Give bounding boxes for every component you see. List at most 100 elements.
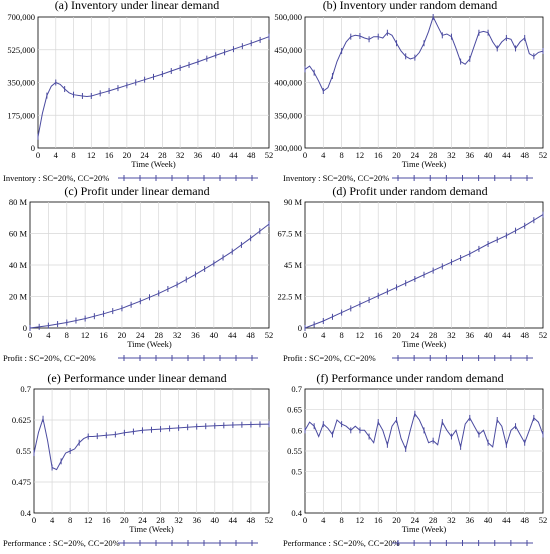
x-tick-label: 20 xyxy=(123,150,132,160)
x-tick-label: 20 xyxy=(392,515,401,525)
x-tick-label: 16 xyxy=(374,330,383,340)
x-axis-label: Time (Week) xyxy=(129,524,174,534)
x-tick-label: 12 xyxy=(81,330,90,340)
y-tick-label: 0 xyxy=(31,143,35,153)
x-tick-label: 52 xyxy=(265,330,274,340)
x-tick-label: 8 xyxy=(339,515,343,525)
y-tick-label: 40 M xyxy=(9,260,28,270)
y-tick-label: 400,000 xyxy=(274,78,302,88)
y-tick-label: 0.55 xyxy=(287,446,302,456)
x-tick-label: 12 xyxy=(356,150,365,160)
x-tick-label: 24 xyxy=(411,150,420,160)
y-tick-label: 0.65 xyxy=(287,405,302,415)
x-tick-label: 40 xyxy=(484,150,493,160)
y-tick-label: 0.5 xyxy=(291,467,302,477)
y-tick-label: 175,000 xyxy=(7,110,35,120)
x-tick-label: 24 xyxy=(411,515,420,525)
x-tick-label: 0 xyxy=(36,150,40,160)
x-tick-label: 32 xyxy=(447,515,456,525)
x-tick-label: 40 xyxy=(211,150,220,160)
y-tick-label: 350,000 xyxy=(274,110,302,120)
x-tick-label: 48 xyxy=(520,150,529,160)
y-tick-label: 300,000 xyxy=(274,143,302,153)
series-line xyxy=(37,36,270,137)
y-tick-label: 0.4 xyxy=(291,508,302,518)
chart-title: (f) Performance under random demand xyxy=(316,371,503,385)
x-tick-label: 52 xyxy=(539,330,548,340)
x-axis-label: Time (Week) xyxy=(127,339,172,349)
x-tick-label: 40 xyxy=(484,330,493,340)
y-tick-label: 0.625 xyxy=(12,415,31,425)
x-tick-label: 4 xyxy=(54,150,59,160)
y-tick-label: 0.7 xyxy=(291,384,302,394)
x-tick-label: 52 xyxy=(265,150,274,160)
x-tick-label: 40 xyxy=(211,515,220,525)
x-tick-label: 44 xyxy=(228,330,237,340)
legend-label: Inventory : SC=20%, CC=20% xyxy=(283,173,389,183)
x-tick-label: 36 xyxy=(191,330,200,340)
x-tick-label: 8 xyxy=(65,330,69,340)
x-tick-label: 20 xyxy=(392,150,401,160)
y-tick-label: 350,000 xyxy=(7,78,35,88)
x-tick-label: 28 xyxy=(429,330,438,340)
y-tick-label: 525,000 xyxy=(7,45,35,55)
x-tick-label: 36 xyxy=(192,515,201,525)
x-tick-label: 12 xyxy=(356,330,365,340)
chart-title: (e) Performance under linear demand xyxy=(47,371,226,385)
chart-title: (c) Profit under linear demand xyxy=(64,184,209,198)
legend-label: Performance : SC=20%, CC=20% xyxy=(3,538,120,548)
chart-title: (d) Profit under random demand xyxy=(332,184,487,198)
x-tick-label: 16 xyxy=(374,515,383,525)
x-tick-label: 48 xyxy=(520,330,529,340)
y-tick-label: 22.5 M xyxy=(277,292,302,302)
x-tick-label: 16 xyxy=(99,330,108,340)
x-tick-label: 4 xyxy=(321,330,326,340)
x-tick-label: 32 xyxy=(447,330,456,340)
x-tick-label: 44 xyxy=(229,150,238,160)
series-line xyxy=(33,416,270,471)
x-tick-label: 48 xyxy=(520,515,529,525)
x-tick-label: 24 xyxy=(140,150,149,160)
x-tick-label: 16 xyxy=(374,150,383,160)
y-tick-label: 0 xyxy=(298,323,302,333)
y-tick-label: 0.55 xyxy=(16,446,31,456)
x-tick-label: 8 xyxy=(339,330,343,340)
x-axis-label: Time (Week) xyxy=(131,159,176,169)
x-tick-label: 20 xyxy=(120,515,129,525)
x-tick-label: 36 xyxy=(466,150,475,160)
legend-label: Profit : SC=20%, CC=20% xyxy=(3,353,96,363)
x-tick-label: 28 xyxy=(429,515,438,525)
legend-label: Inventory : SC=20%, CC=20% xyxy=(3,173,109,183)
x-tick-label: 0 xyxy=(303,515,307,525)
x-tick-label: 48 xyxy=(247,515,256,525)
x-tick-label: 4 xyxy=(321,150,326,160)
x-tick-label: 36 xyxy=(466,515,475,525)
x-tick-label: 52 xyxy=(539,515,548,525)
x-tick-label: 28 xyxy=(429,150,438,160)
y-tick-label: 450,000 xyxy=(274,45,302,55)
x-tick-label: 48 xyxy=(246,330,255,340)
y-tick-label: 0 xyxy=(23,323,27,333)
x-tick-label: 24 xyxy=(138,515,147,525)
y-tick-label: 0.7 xyxy=(20,384,31,394)
x-tick-label: 48 xyxy=(247,150,256,160)
x-tick-label: 12 xyxy=(87,150,96,160)
x-tick-label: 8 xyxy=(339,150,343,160)
x-tick-label: 12 xyxy=(356,515,365,525)
x-tick-label: 0 xyxy=(303,330,307,340)
x-tick-label: 52 xyxy=(539,150,548,160)
chart-title: (a) Inventory under linear demand xyxy=(55,0,220,12)
x-tick-label: 32 xyxy=(176,150,185,160)
y-tick-label: 700,000 xyxy=(7,12,35,22)
x-tick-label: 16 xyxy=(105,150,114,160)
x-axis-label: Time (Week) xyxy=(402,159,447,169)
x-tick-label: 36 xyxy=(466,330,475,340)
x-tick-label: 8 xyxy=(68,515,72,525)
x-tick-label: 0 xyxy=(28,330,32,340)
legend-label: Profit : SC=20%, CC=20% xyxy=(283,353,376,363)
